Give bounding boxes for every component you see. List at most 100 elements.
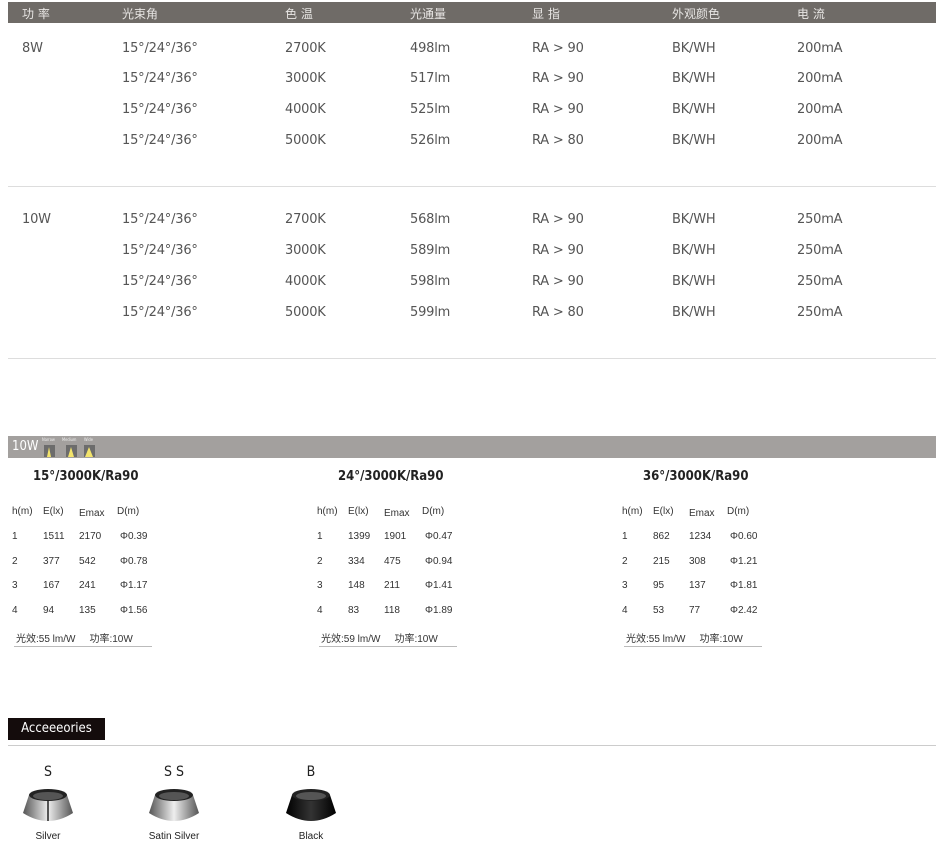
spec-cell: 4000K [285,274,326,289]
table-cell: 1 [12,531,18,542]
table-header: E(lx) [43,506,64,517]
table-cell: 167 [43,580,60,592]
table-cell: 2 [12,555,18,567]
spec-cell: RA > 90 [532,71,584,86]
table-cell: Φ1.89 [425,605,453,617]
table-header: Emax [384,508,410,519]
spec-cell: 517lm [410,71,451,86]
spec-cell: 4000K [285,102,326,117]
table-cell: Φ1.17 [120,580,148,592]
efficacy: 光效:55 lm/W [626,634,686,645]
table-cell: Φ0.39 [120,531,148,542]
power: 功率:10W [394,634,438,645]
spec-cell: 15°/24°/36° [122,133,198,148]
table-cell: 53 [653,605,665,617]
table-cell: 1901 [384,531,407,542]
power-value: 10W [22,212,51,227]
photometric-bar: 10W Narrow Medium Wide [8,436,936,458]
spec-cell: BK/WH [672,274,716,289]
table-cell: Φ0.60 [730,531,758,542]
spec-cell: 568lm [410,212,451,227]
spec-cell: 15°/24°/36° [122,41,198,56]
accessory-name: Black [298,831,324,842]
spec-cell: 15°/24°/36° [122,71,198,86]
table-cell: 215 [653,555,670,567]
table-cell: 77 [689,605,701,617]
spec-cell: 5000K [285,305,326,320]
spec-cell: 15°/24°/36° [122,212,198,227]
header-cell: 光通量 [410,7,447,21]
narrow-beam-icon [44,445,55,457]
silver-trim-icon [17,785,79,829]
spec-cell: BK/WH [672,133,716,148]
panel-footer: 光效:55 lm/W 功率:10W [624,630,762,647]
table-cell: 334 [348,555,365,567]
efficacy: 光效:59 lm/W [321,634,381,645]
bar-title: 10W [12,439,39,454]
header-cell: 光束角 [122,7,159,21]
table-cell: 1 [622,531,628,542]
spec-cell: 2700K [285,41,326,56]
table-cell: Φ1.81 [730,580,758,592]
spec-cell: 498lm [410,41,451,56]
spec-cell: RA > 90 [532,274,584,289]
table-cell: 1 [317,531,323,542]
table-cell: 148 [348,580,365,592]
accessory-name: Satin Silver [148,831,200,842]
table-header: h(m) [317,506,338,517]
table-cell: 83 [348,605,360,617]
power-value: 8W [22,41,43,56]
header-cell: 色 温 [285,7,313,21]
divider [8,358,936,359]
table-cell: 4 [622,605,628,617]
table-cell: 2 [317,555,323,567]
spec-cell: 200mA [797,41,843,56]
spec-cell: RA > 90 [532,212,584,227]
medium-beam-icon [66,445,77,457]
spec-cell: RA > 90 [532,243,584,258]
spec-cell: 250mA [797,212,843,227]
table-cell: Φ0.94 [425,555,453,567]
panel-footer: 光效:55 lm/W 功率:10W [14,630,152,647]
table-cell: 137 [689,580,706,592]
spec-cell: 598lm [410,274,451,289]
table-cell: 2170 [79,531,102,542]
spec-cell: 15°/24°/36° [122,274,198,289]
spec-cell: BK/WH [672,243,716,258]
spec-cell: 525lm [410,102,451,117]
spec-cell: 15°/24°/36° [122,102,198,117]
table-cell: Φ1.56 [120,605,148,617]
table-cell: Φ1.21 [730,555,758,567]
black-trim-icon [280,785,342,829]
spec-cell: 200mA [797,71,843,86]
spec-cell: BK/WH [672,305,716,320]
table-cell: 118 [384,605,400,617]
accessory-code: B [306,764,316,780]
power: 功率:10W [699,634,743,645]
table-cell: 4 [12,605,18,617]
accessory-name: Silver [35,831,61,842]
table-cell: Φ0.47 [425,531,453,542]
table-cell: 475 [384,555,401,567]
table-cell: 1399 [348,531,371,542]
beam-label-medium: Medium [62,437,77,442]
panel-title: 36°/3000K/Ra90 [643,469,749,484]
table-cell: 3 [622,580,628,592]
spec-cell: BK/WH [672,41,716,56]
beam-label-wide: Wide [84,437,93,442]
table-cell: 95 [653,580,665,592]
table-header: E(lx) [348,506,369,517]
spec-cell: 15°/24°/36° [122,305,198,320]
table-cell: 862 [653,531,670,542]
table-cell: 542 [79,555,96,567]
spec-cell: BK/WH [672,71,716,86]
panel-footer: 光效:59 lm/W 功率:10W [319,630,457,647]
header-cell: 电 流 [797,7,825,21]
accessories-title: Acceeeories [8,718,105,740]
header-cell: 外观颜色 [672,7,721,21]
table-cell: 94 [43,605,55,617]
spec-cell: RA > 90 [532,102,584,117]
table-header: D(m) [422,506,445,517]
spec-cell: 200mA [797,133,843,148]
efficacy: 光效:55 lm/W [16,634,76,645]
